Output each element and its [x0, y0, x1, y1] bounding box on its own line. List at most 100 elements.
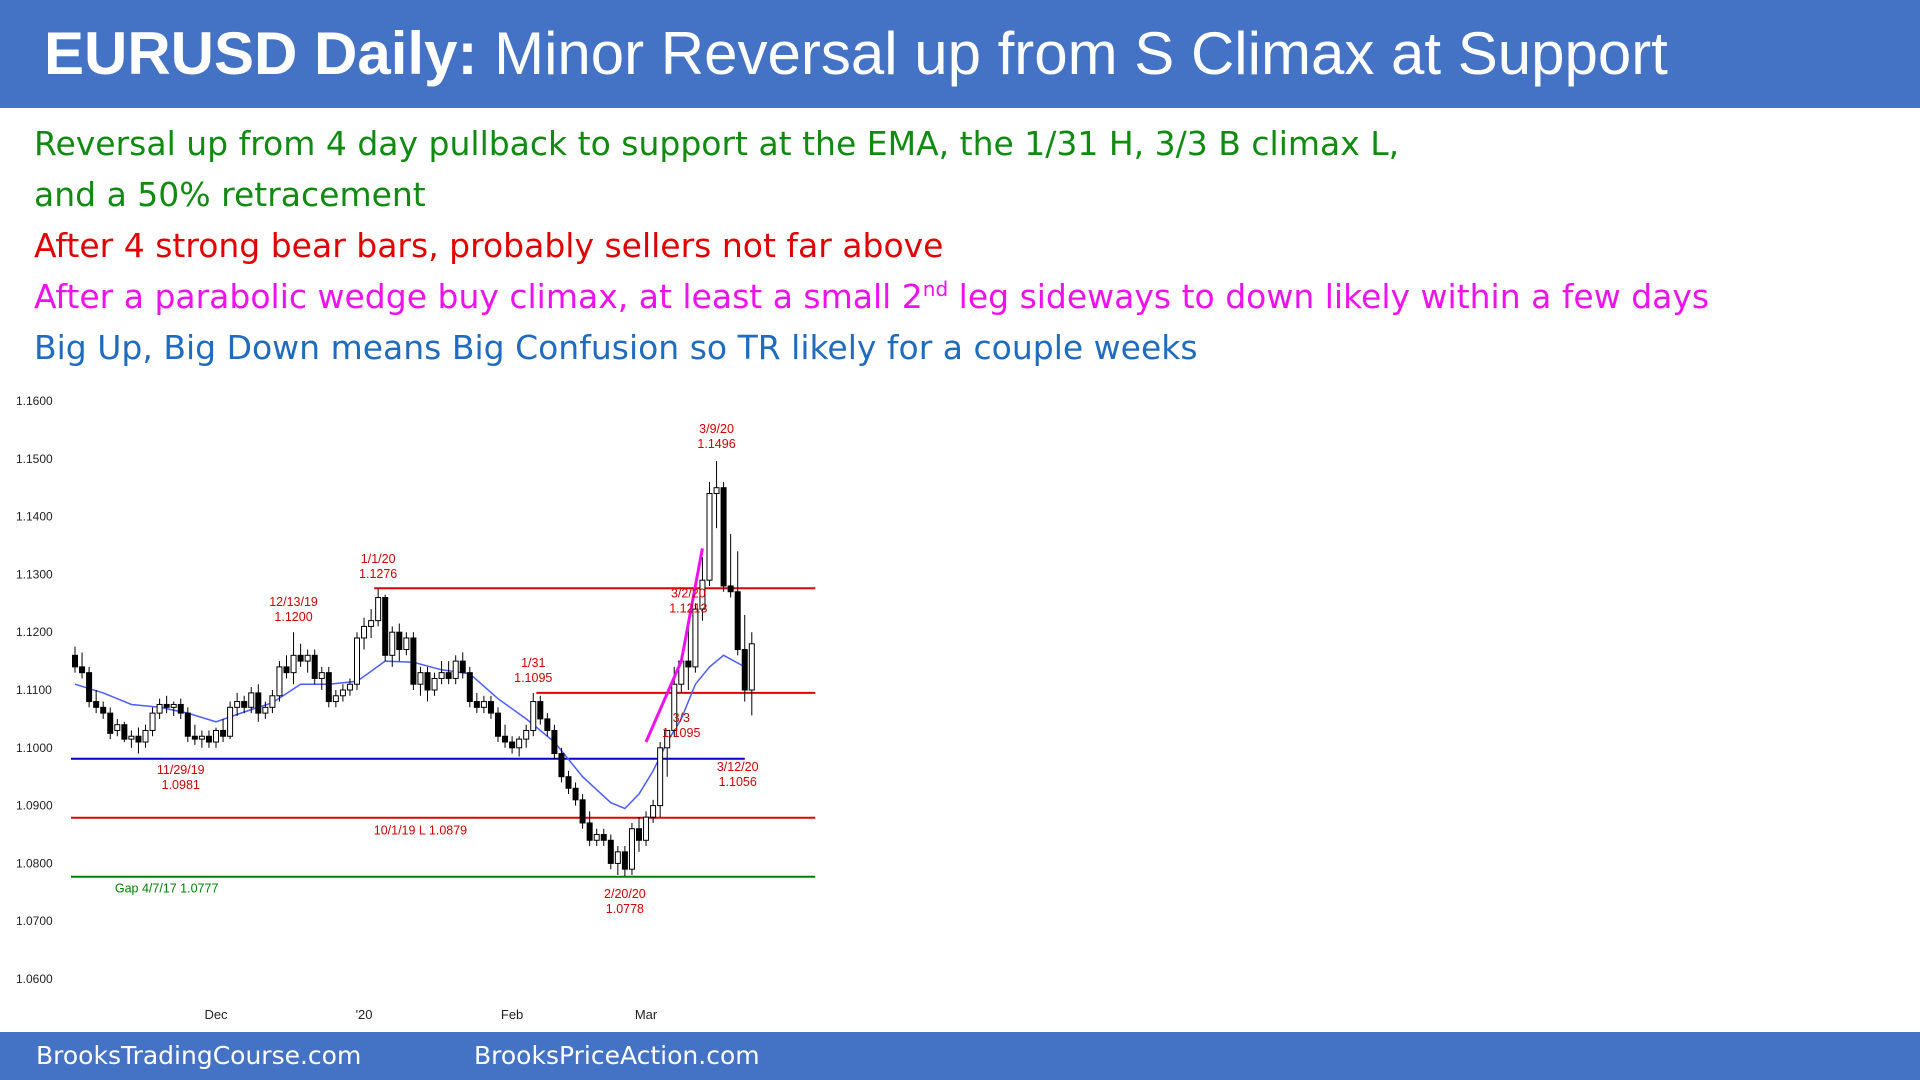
- candle-body-37: [332, 695, 339, 703]
- candle-body-54: [452, 660, 459, 679]
- footer-bar: BrooksTradingCourse.com BrooksPriceActio…: [0, 1032, 1920, 1080]
- candle-body-50: [424, 672, 431, 691]
- note-4-after: leg sideways to down likely within a few…: [948, 277, 1710, 316]
- price-chart: 1.1600 1.1500 1.1400 1.1300 1.1200 1.1100 1.10…: [16, 394, 816, 1022]
- candle-body-46: [396, 631, 403, 651]
- candle-body-53: [445, 672, 452, 679]
- title-bar: EURUSD Daily: Minor Reversal up from S C…: [0, 0, 1920, 108]
- note-2: and a 50% retracement: [34, 175, 426, 214]
- annotation-3: 3/2/20 1.1213: [669, 587, 707, 616]
- footer-right-link[interactable]: BrooksPriceAction.com: [474, 1041, 760, 1070]
- note-5: Big Up, Big Down means Big Confusion so …: [34, 328, 1198, 367]
- candle-body-8: [128, 735, 135, 740]
- candle-body-40: [354, 637, 360, 685]
- candle-body-27: [262, 706, 269, 714]
- candle-body-14: [170, 703, 177, 708]
- x-tick-label-1: '20: [356, 1007, 373, 1022]
- wedge-line: [644, 548, 704, 743]
- candle-body-22: [227, 706, 234, 737]
- y-tick-label-4: 1.1200: [16, 625, 53, 639]
- candle-body-57: [473, 701, 480, 708]
- candle-body-81: [643, 816, 650, 841]
- annotation-1: 1/1/20 1.1276: [359, 552, 397, 581]
- candle-body-10: [142, 729, 149, 743]
- candle-body-95: [741, 649, 748, 691]
- candle-body-5: [107, 712, 114, 734]
- candle-body-17: [191, 735, 198, 740]
- candle-body-15: [177, 703, 184, 714]
- candle-body-38: [339, 689, 346, 697]
- candle-body-94: [734, 591, 741, 651]
- candle-body-49: [417, 672, 424, 685]
- candle-body-48: [410, 637, 417, 685]
- candle-body-21: [220, 729, 227, 737]
- y-tick-label-3: 1.1300: [16, 567, 53, 581]
- x-tick-label-0: Dec: [204, 1007, 228, 1022]
- annotation-6: 3/12/20 1.1056: [717, 760, 759, 789]
- candle-body-55: [459, 660, 466, 674]
- notes-block: Reversal up from 4 day pullback to suppo…: [34, 118, 1894, 373]
- y-tick-label-1: 1.1500: [16, 452, 53, 466]
- candle-body-39: [346, 683, 353, 691]
- candle-body-23: [234, 701, 241, 708]
- candle-body-90: [706, 492, 713, 581]
- annotation-7: 11/29/19 1.0981: [157, 763, 205, 792]
- candle-body-65: [530, 701, 537, 731]
- candle-body-29: [276, 666, 283, 697]
- y-tick-label-10: 1.0600: [16, 972, 53, 986]
- candle-body-44: [382, 597, 389, 656]
- y-tick-label-5: 1.1100: [16, 683, 52, 697]
- candle-body-88: [692, 608, 699, 668]
- candle-body-71: [572, 787, 579, 801]
- candle-body-61: [502, 735, 509, 743]
- candle-body-76: [607, 839, 614, 864]
- footer-left-link[interactable]: BrooksTradingCourse.com: [36, 1041, 362, 1070]
- candle-body-16: [184, 712, 191, 737]
- candle-body-18: [198, 735, 205, 740]
- candle-body-30: [283, 666, 290, 674]
- candle-body-31: [290, 654, 297, 674]
- candle-body-87: [685, 660, 692, 668]
- candle-body-68: [551, 729, 558, 755]
- candle-body-1: [79, 666, 86, 674]
- note-4-sup: nd: [922, 277, 949, 301]
- candle-body-36: [325, 672, 332, 703]
- candle-body-59: [487, 701, 494, 714]
- candle-body-35: [318, 672, 325, 679]
- candle-body-84: [664, 729, 671, 749]
- annotation-8: 10/1/19 L 1.0879: [374, 824, 467, 838]
- candle-body-52: [438, 672, 445, 679]
- candle-body-4: [100, 706, 107, 714]
- candle-body-11: [149, 712, 156, 731]
- annotation-0: 12/13/19 1.1200: [269, 595, 318, 624]
- y-tick-label-8: 1.0800: [16, 856, 53, 870]
- candle-body-56: [466, 672, 473, 703]
- candle-body-72: [579, 799, 586, 824]
- candle-body-47: [403, 637, 410, 651]
- title-bold: EURUSD Daily:: [44, 20, 478, 87]
- candle-body-89: [699, 579, 706, 610]
- y-tick-label-2: 1.1400: [16, 510, 53, 524]
- annotation-9: Gap 4/7/17 1.0777: [115, 881, 219, 895]
- candle-body-12: [156, 703, 163, 714]
- candle-body-26: [255, 692, 262, 714]
- candle-body-34: [311, 654, 318, 679]
- candle-body-13: [163, 703, 170, 708]
- candle-body-43: [375, 597, 382, 622]
- annotation-2: 1/31 1.1095: [514, 656, 552, 685]
- candle-body-78: [621, 851, 628, 870]
- annotation-4: 3/9/20 1.1496: [697, 422, 735, 451]
- candle-body-92: [720, 487, 727, 587]
- candle-body-80: [636, 828, 642, 841]
- candle-body-42: [368, 620, 375, 627]
- y-tick-label-7: 1.0900: [16, 799, 53, 813]
- candle-body-20: [213, 729, 219, 743]
- annotation-5: 3/3 1.1095: [662, 711, 700, 740]
- candle-body-74: [593, 834, 600, 841]
- candle-body-0: [72, 654, 78, 668]
- candle-body-70: [565, 776, 572, 789]
- candle-body-60: [495, 712, 501, 737]
- candle-body-28: [269, 695, 276, 708]
- candle-body-2: [86, 672, 93, 703]
- y-tick-label-6: 1.1000: [16, 741, 53, 755]
